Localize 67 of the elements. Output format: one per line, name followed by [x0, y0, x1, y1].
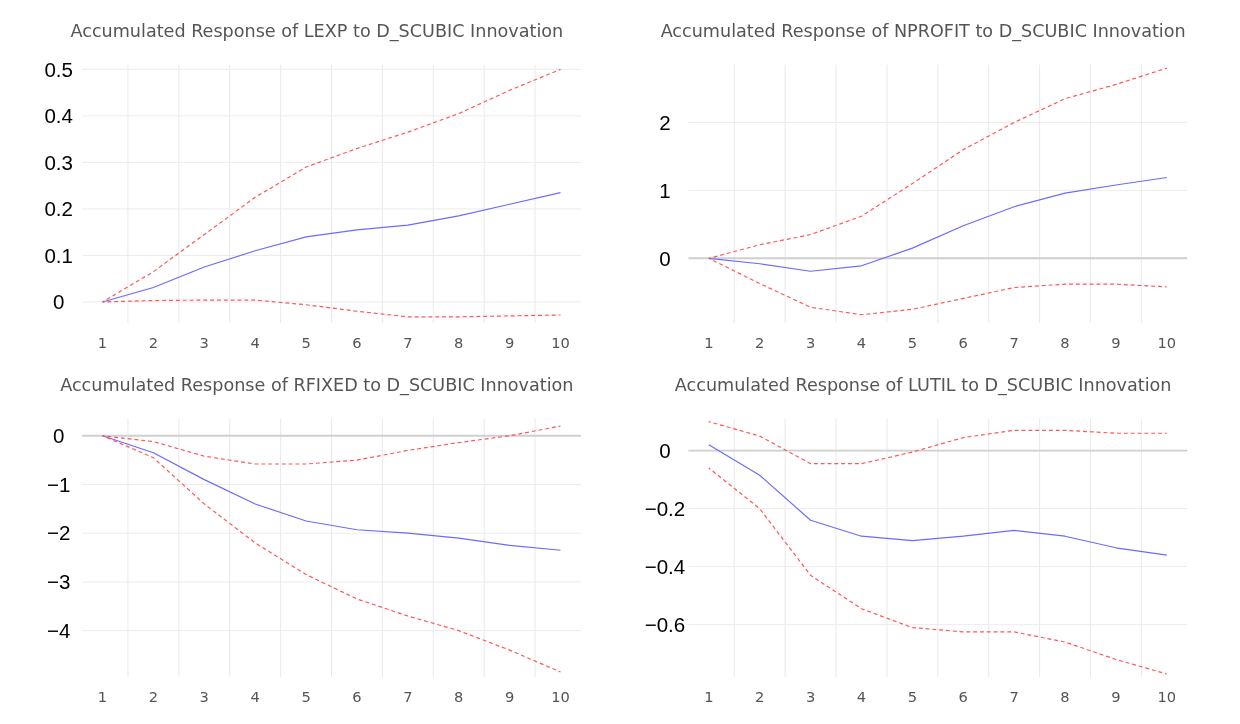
y-tick-label: 0 [52, 290, 65, 314]
x-tick-label: 1 [97, 688, 108, 706]
x-tick-label: 6 [958, 334, 968, 352]
y-tick-label: −4 [46, 618, 71, 642]
x-tick-label: 3 [805, 688, 816, 706]
x-tick-label: 2 [148, 334, 159, 352]
chart-title: Accumulated Response of LEXP to D_SCUBIC Innovation [70, 21, 564, 43]
x-tick-label: 9 [1111, 334, 1121, 352]
y-tick-label: 0.1 [44, 243, 73, 267]
y-tick-label: 0.5 [44, 57, 73, 81]
x-tick-label: 4 [250, 334, 260, 352]
x-tick-label: 1 [704, 334, 714, 352]
x-tick-label: 1 [97, 334, 108, 352]
line-series [708, 421, 1168, 465]
y-tick-label: −0.4 [644, 554, 686, 578]
x-tick-label: 8 [454, 334, 464, 352]
x-tick-label: 6 [352, 334, 362, 352]
chart-title: Accumulated Response of RFIXED to D_SCUBIC Innovation [60, 375, 574, 397]
x-tick-label: 9 [1111, 688, 1121, 706]
y-tick-label: −2 [46, 521, 71, 545]
y-tick-label: 0.4 [44, 104, 73, 128]
x-tick-label: 7 [1009, 334, 1019, 352]
x-tick-label: 8 [1060, 688, 1070, 706]
chart-title: Accumulated Response of LUTIL to D_SCUBIC Innovation [674, 375, 1172, 397]
x-tick-label: 2 [755, 334, 765, 352]
x-tick-label: 4 [856, 688, 867, 706]
y-tick-label: 0 [659, 246, 671, 270]
x-tick-label: 4 [250, 688, 260, 706]
x-tick-label: 1 [704, 688, 714, 706]
x-tick-label: 2 [148, 688, 159, 706]
x-tick-label: 9 [504, 334, 515, 352]
line-series [708, 467, 1168, 675]
x-tick-label: 5 [301, 688, 311, 706]
y-tick-label: 0 [659, 438, 671, 462]
x-tick-label: 5 [907, 688, 918, 706]
y-tick-label: −3 [46, 570, 71, 594]
y-tick-label: −1 [46, 472, 71, 496]
x-tick-label: 3 [805, 334, 816, 352]
y-tick-label: 2 [659, 110, 671, 134]
x-tick-label: 10 [551, 688, 570, 706]
x-tick-label: 2 [755, 688, 765, 706]
x-tick-label: 9 [504, 688, 515, 706]
x-tick-label: 7 [403, 688, 413, 706]
x-tick-label: 10 [1157, 688, 1177, 706]
x-tick-label: 8 [454, 688, 464, 706]
x-tick-label: 4 [856, 334, 867, 352]
x-tick-label: 5 [907, 334, 918, 352]
y-tick-label: 0.2 [44, 197, 73, 221]
y-tick-label: −0.6 [644, 612, 686, 636]
y-tick-label: 1 [659, 178, 671, 202]
x-tick-label: 10 [551, 334, 570, 352]
y-tick-label: 0 [52, 423, 65, 447]
x-tick-label: 8 [1060, 334, 1070, 352]
line-series [101, 435, 562, 551]
x-tick-label: 3 [199, 334, 209, 352]
x-tick-label: 3 [199, 688, 209, 706]
x-tick-label: 6 [352, 688, 362, 706]
x-tick-label: 5 [301, 334, 311, 352]
y-tick-label: 0.3 [44, 150, 73, 174]
chart-title: Accumulated Response of NPROFIT to D_SCUBIC Innovation [660, 21, 1186, 43]
line-series [708, 176, 1168, 272]
x-tick-label: 7 [403, 334, 413, 352]
line-series [708, 444, 1168, 556]
y-tick-label: −0.2 [644, 496, 686, 520]
x-tick-label: 10 [1157, 334, 1177, 352]
x-tick-label: 6 [958, 688, 968, 706]
x-tick-label: 7 [1009, 688, 1019, 706]
